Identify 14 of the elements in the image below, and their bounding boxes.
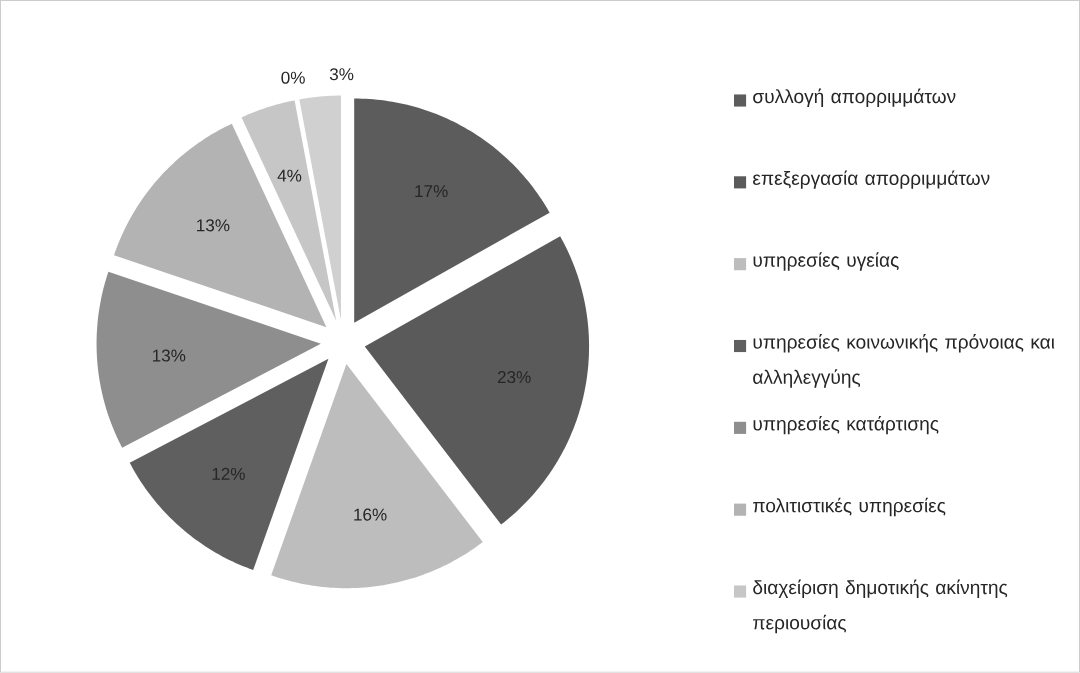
legend-label: συλλογή απορριμμάτων xyxy=(753,88,956,108)
legend-label: υπηρεσίες κατάρτισης xyxy=(753,416,939,435)
data-label: 3% xyxy=(329,68,354,81)
text: 0% xyxy=(281,71,305,84)
data-label: 13% xyxy=(152,349,186,362)
legend-label: υπηρεσίες υγείας xyxy=(753,252,899,271)
data-label: 16% xyxy=(354,508,387,521)
legend-label: υπηρεσίες κοινωνικής πρόνοιας και αλληλεγγύης xyxy=(753,334,1055,388)
data-label: 12% xyxy=(212,467,245,480)
data-label: 4% xyxy=(277,169,302,182)
data-label: 13% xyxy=(197,219,230,232)
legend-label: διαχείριση δημοτικής ακίνητης περιουσίας xyxy=(753,579,1008,634)
legend-label: πολιτιστικές υπηρεσίες xyxy=(753,497,946,517)
legend-label: επεξεργασία απορριμμάτων xyxy=(753,170,990,189)
